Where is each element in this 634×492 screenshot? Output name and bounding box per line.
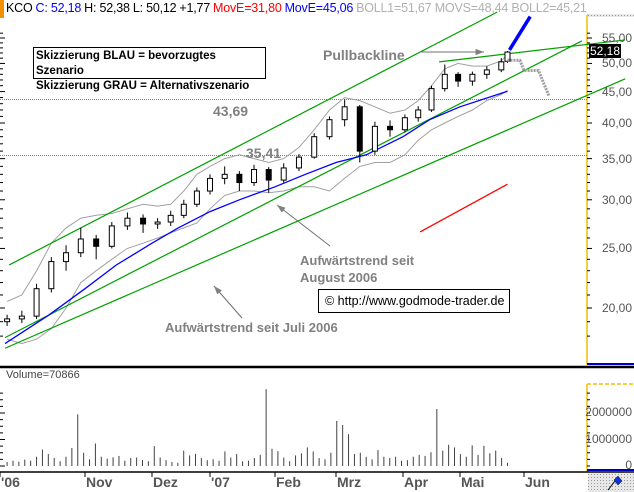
x-tick-label: '07 bbox=[211, 474, 230, 490]
pullbackline-label: Pullbackline bbox=[323, 47, 405, 63]
pullback-arrow-head bbox=[475, 48, 484, 56]
candle-body bbox=[265, 169, 272, 181]
candle-body bbox=[326, 119, 333, 138]
candle-body bbox=[221, 173, 228, 179]
trendline-trend-august-2006 bbox=[4, 40, 583, 339]
candle-body bbox=[167, 214, 174, 223]
high-value: H: 52,38 bbox=[84, 1, 130, 15]
volume-tick-label: 0 bbox=[625, 458, 632, 472]
move-red-value: MovE=31,80 bbox=[213, 1, 282, 15]
level-35-41-label: 35,41 bbox=[246, 145, 282, 161]
candle-body bbox=[236, 173, 243, 184]
drawing-tool-icon[interactable] bbox=[607, 475, 623, 491]
legend-box: Skizzierung BLAU = bevorzugtes Szenario … bbox=[33, 47, 266, 92]
sketch-grey-scenario bbox=[507, 58, 551, 97]
trendline-pullbackline bbox=[439, 39, 626, 63]
copyright-box: © http://www.godmode-trader.de bbox=[318, 289, 510, 313]
candle-body bbox=[311, 136, 318, 158]
candle-body bbox=[441, 73, 448, 90]
candle-body bbox=[251, 169, 258, 184]
top-corner-panel bbox=[588, 14, 634, 17]
candle-body bbox=[63, 252, 70, 263]
candle-body bbox=[469, 73, 476, 82]
trendline-trend-juli-2006 bbox=[4, 78, 626, 349]
moving-average-blue bbox=[4, 90, 508, 345]
candle-body bbox=[483, 69, 490, 75]
candle-body bbox=[428, 88, 435, 111]
y-tick-label: 35,00 bbox=[601, 151, 632, 166]
x-tick-label: Apr bbox=[404, 474, 429, 490]
volume-title: Volume=70866 bbox=[6, 369, 80, 381]
y-tick-label: 20,00 bbox=[601, 300, 632, 315]
trendline-upper-channel bbox=[8, 11, 498, 266]
y-tick-label: 30,00 bbox=[601, 192, 632, 207]
trend-august-label-2: August 2006 bbox=[300, 270, 378, 285]
pen-tip bbox=[613, 475, 623, 486]
candle-body bbox=[108, 225, 115, 247]
candle-body bbox=[77, 238, 84, 254]
candle-body bbox=[207, 177, 213, 192]
header-marker bbox=[0, 0, 4, 18]
moving-average-red bbox=[419, 183, 508, 233]
candle-body bbox=[48, 261, 55, 290]
candle-body bbox=[4, 318, 11, 323]
volume-tick-label: 1000000 bbox=[585, 431, 632, 446]
y-tick-label: 50,00 bbox=[601, 56, 632, 71]
low-value: L: 50,12 bbox=[132, 1, 177, 15]
candle-body bbox=[387, 125, 394, 131]
candle-body bbox=[455, 73, 462, 82]
level-43-69-label: 43,69 bbox=[213, 103, 249, 119]
candle-body bbox=[140, 217, 147, 225]
candle-body bbox=[415, 109, 422, 119]
chart-header: KCO C: 52,18 H: 52,38 L: 50,12 +1,77 MovE=31,… bbox=[6, 1, 590, 15]
candle-body bbox=[193, 190, 200, 205]
candle-body bbox=[280, 167, 287, 181]
close-value: C: 52,18 bbox=[35, 1, 82, 15]
candle-body bbox=[93, 238, 100, 247]
volume-tick-label: 2000000 bbox=[585, 405, 632, 419]
candle-body bbox=[498, 61, 505, 71]
change-value: +1,77 bbox=[179, 1, 211, 15]
candle-body bbox=[401, 117, 408, 131]
candle-body bbox=[18, 315, 25, 320]
trend-august-arrow bbox=[276, 204, 331, 247]
x-tick-label: Feb bbox=[276, 474, 301, 490]
candle-body bbox=[504, 51, 511, 62]
move-blue-value: MovE=45,06 bbox=[284, 1, 354, 15]
candle-body bbox=[154, 221, 161, 225]
candle-body bbox=[295, 156, 302, 169]
x-tick-label: Mrz bbox=[337, 474, 362, 490]
y-tick-label: 55,00 bbox=[601, 31, 632, 45]
bollinger-values: BOLL1=51,67 MOVS=48,44 BOLL2=45,21 bbox=[356, 1, 587, 15]
x-tick-label: Jun bbox=[525, 474, 550, 490]
bollinger-upper bbox=[6, 54, 508, 302]
candle-body bbox=[180, 203, 187, 216]
trend-juli-label: Aufwärtstrend seit Juli 2006 bbox=[165, 320, 338, 335]
sketch-blue-scenario bbox=[508, 15, 532, 51]
candle-body bbox=[356, 106, 363, 152]
x-tick-label: Nov bbox=[86, 474, 113, 490]
candle-body bbox=[124, 217, 131, 227]
y-tick-label: 40,00 bbox=[601, 115, 632, 130]
y-tick-label: 25,00 bbox=[601, 241, 632, 256]
legend-grey: Skizzierung GRAU = Alternativszenario bbox=[36, 80, 250, 92]
x-tick-label: Mai bbox=[461, 474, 485, 490]
candle-body bbox=[341, 106, 348, 121]
corner-panel bbox=[588, 473, 634, 492]
last-price-marker: 52,18 bbox=[589, 44, 622, 58]
candle-body bbox=[33, 288, 40, 317]
pen-stroke bbox=[607, 480, 616, 491]
trend-august-arrow-head bbox=[277, 205, 286, 213]
candle-body bbox=[371, 125, 378, 152]
trend-august-label-1: Aufwärtstrend seit bbox=[300, 253, 415, 268]
symbol: KCO bbox=[6, 1, 33, 15]
trend-juli-arrow-head bbox=[214, 286, 222, 295]
legend-blue: Skizzierung BLAU = bevorzugtes Szenario bbox=[36, 50, 216, 77]
x-tick-label: Dez bbox=[153, 474, 178, 490]
x-tick-label: '06 bbox=[1, 474, 20, 490]
y-tick-label: 45,00 bbox=[601, 84, 632, 99]
